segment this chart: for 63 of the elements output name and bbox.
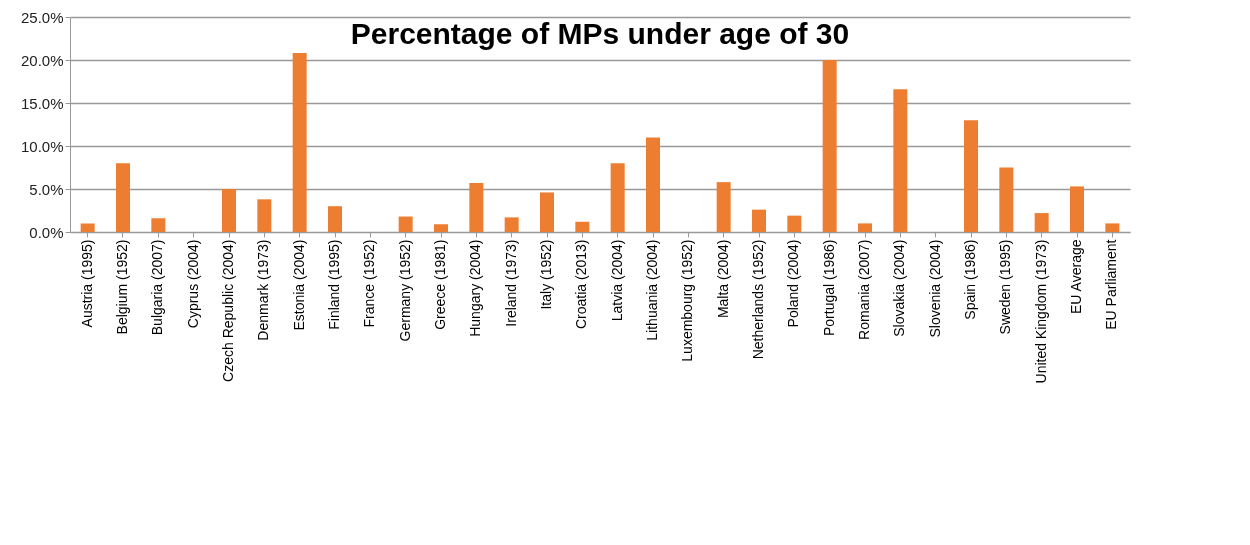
x-tick-label: Hungary (2004) <box>467 239 484 337</box>
bar <box>469 182 484 232</box>
x-tick-label: Austria (1995) <box>78 239 95 328</box>
x-tick-label: Netherlands (1952) <box>750 239 766 360</box>
bar <box>575 221 590 232</box>
bar <box>646 137 660 232</box>
bar <box>504 217 519 232</box>
x-tick-label: Greece (1981) <box>432 239 448 330</box>
x-tick-label: Estonia (2004) <box>290 239 307 331</box>
x-tick-label: Croatia (2013) <box>573 239 590 329</box>
y-tick-label: 10.0% <box>20 137 64 155</box>
y-tick-label: 5.0% <box>29 180 64 198</box>
bar <box>1105 223 1120 232</box>
x-tick-label: France (1952) <box>361 239 378 328</box>
x-tick-label: Slovenia (2004) <box>926 239 943 338</box>
bar <box>716 182 731 232</box>
bar <box>116 163 130 232</box>
bar <box>822 60 837 232</box>
x-tick-label: Italy (1952) <box>538 239 554 310</box>
x-tick-label: Spain (1986) <box>962 239 978 320</box>
bar <box>540 192 554 232</box>
bar <box>292 53 307 232</box>
x-tick-label: Ireland (1973) <box>502 239 519 327</box>
x-tick-label: Sweden (1995) <box>997 239 1014 335</box>
bar <box>328 206 342 232</box>
bar <box>257 199 272 232</box>
bar <box>1070 186 1084 232</box>
x-tick-label: Cyprus (2004) <box>184 239 201 329</box>
y-tick-label: 0.0% <box>29 223 64 241</box>
x-tick-label: Portugal (1986) <box>820 239 837 337</box>
x-tick-label: Luxembourg (1952) <box>679 239 696 362</box>
x-tick-label: Denmark (1973) <box>255 239 272 341</box>
bar <box>434 224 448 232</box>
bar <box>80 223 95 232</box>
bar <box>964 120 978 232</box>
x-tick-label: Finland (1995) <box>326 239 342 330</box>
x-tick-label: Lithuania (2004) <box>644 239 660 341</box>
x-tick-label: Belgium (1952) <box>114 239 130 335</box>
y-tick-label: 15.0% <box>20 94 64 112</box>
x-tick-label: Romania (2007) <box>856 239 872 340</box>
x-tick-label: Malta (2004) <box>714 239 731 319</box>
x-tick-label: EU Parliament <box>1103 239 1120 330</box>
bar <box>151 218 166 232</box>
bar <box>1034 213 1049 232</box>
bar <box>610 163 625 232</box>
bar <box>893 89 908 232</box>
chart-title: Percentage of MPs under age of 30 <box>350 17 850 50</box>
x-tick-label: Slovakia (2004) <box>891 239 908 337</box>
bar <box>999 167 1014 232</box>
x-tick-label: Poland (2004) <box>785 239 802 328</box>
bar <box>787 215 802 232</box>
bar <box>858 223 872 232</box>
bar <box>398 216 413 232</box>
x-tick-label: EU Average <box>1068 239 1084 314</box>
bar <box>752 209 766 232</box>
x-tick-label: United Kingdom (1973) <box>1032 239 1049 384</box>
bar <box>222 189 236 232</box>
x-tick-label: Bulgaria (2007) <box>149 239 166 336</box>
x-tick-label: Latvia (2004) <box>608 239 625 322</box>
x-tick-label: Czech Republic (2004) <box>220 239 236 382</box>
y-tick-label: 20.0% <box>20 51 64 69</box>
y-tick-label: 25.0% <box>20 8 64 26</box>
x-tick-label: Germany (1952) <box>396 239 413 342</box>
